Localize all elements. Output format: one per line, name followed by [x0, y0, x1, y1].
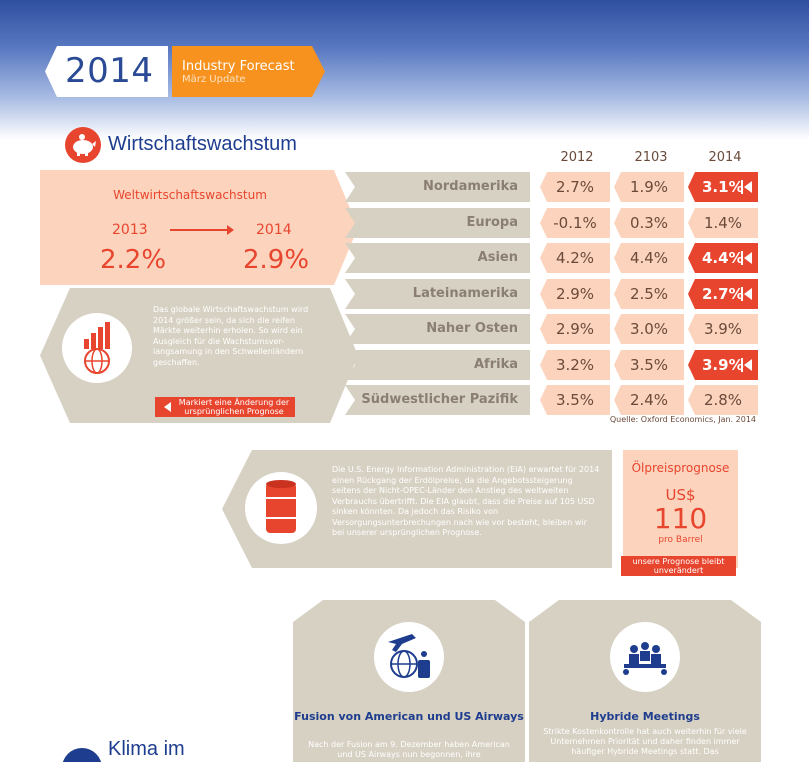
value-cell-2013: 2.4% — [614, 385, 684, 415]
region-row-band — [345, 350, 530, 380]
value-cell-2014: 3.1% — [688, 172, 758, 202]
source-note: Quelle: Oxford Economics, Jan. 2014 — [609, 415, 756, 424]
chevron-left-icon — [164, 402, 171, 412]
region-row-band — [345, 172, 530, 202]
oil-forecast-panel — [623, 450, 738, 568]
value-cell-2013: 3.5% — [614, 350, 684, 380]
region-label: Naher Osten — [426, 321, 518, 336]
value-cell-2014: 2.8% — [688, 385, 758, 415]
value-cell-2012: 3.5% — [540, 385, 610, 415]
oil-title: Ölpreisprognose — [631, 461, 730, 475]
world-growth-label: Weltwirtschaftswachstum — [113, 188, 267, 202]
year-badge: 2014 — [45, 46, 168, 97]
forecast-subtitle: März Update — [182, 74, 246, 85]
section-title-wirtschaftswachstum: Wirtschaftswachstum — [108, 133, 297, 155]
value-cell-2013: 0.3% — [614, 208, 684, 238]
region-label: Südwestlicher Pazifik — [361, 392, 518, 407]
legend-tag: Markiert eine Änderung der ursprüngliche… — [155, 397, 295, 417]
value-cell-2013: 3.0% — [614, 314, 684, 344]
world-growth-panel — [40, 170, 358, 285]
region-row-band — [345, 208, 530, 238]
oil-tag: unsere Prognose bleibt unverändert — [621, 556, 736, 576]
card-hybrid-text: Strikte Kostenkontrolle hat auch weiterh… — [543, 727, 747, 756]
world-value-to: 2.9% — [243, 245, 310, 275]
value-cell-2014: 3.9% — [688, 350, 758, 380]
world-year-to: 2014 — [256, 222, 292, 238]
value-cell-2013: 1.9% — [614, 172, 684, 202]
forecast-title: Industry Forecast — [182, 59, 295, 74]
description-text: Das globale Wirtschaftswachstum wird 201… — [153, 305, 309, 367]
region-label: Asien — [477, 250, 518, 265]
legend-tag-text: Markiert eine Änderung der ursprüngliche… — [178, 398, 290, 416]
oil-text: Die U.S. Energy Information Administrati… — [332, 465, 600, 537]
region-row-band — [345, 385, 530, 415]
region-label: Nordamerika — [423, 179, 518, 194]
oil-unit: pro Barrel — [658, 535, 703, 545]
forecast-badge: Industry Forecast März Update — [172, 46, 325, 97]
value-cell-2012: 2.7% — [540, 172, 610, 202]
region-row-band — [345, 279, 530, 309]
region-row-band — [345, 314, 530, 344]
climate-icon — [62, 748, 102, 762]
value-cell-2014: 1.4% — [688, 208, 758, 238]
value-cell-2012: -0.1% — [540, 208, 610, 238]
arrow-right-icon — [170, 225, 234, 235]
oil-value: 110 — [653, 502, 708, 535]
growth-globe-icon — [62, 313, 132, 383]
value-cell-2012: 2.9% — [540, 279, 610, 309]
world-year-from: 2013 — [112, 222, 148, 238]
card-fusion-text: Nach der Fusion am 9. Dezember haben Ame… — [308, 740, 510, 759]
oil-barrel-icon — [245, 472, 317, 544]
value-cell-2013: 2.5% — [614, 279, 684, 309]
column-header-2012: 2012 — [560, 150, 594, 165]
column-header-2014: 2014 — [708, 150, 742, 165]
piggy-bank-icon — [65, 127, 101, 163]
region-label: Europa — [466, 215, 518, 230]
card-hybrid-title: Hybride Meetings — [590, 710, 700, 723]
value-cell-2013: 4.4% — [614, 243, 684, 273]
card-fusion-title: Fusion von American und US Airways — [294, 710, 524, 723]
plane-globe-icon — [374, 622, 444, 692]
value-cell-2012: 4.2% — [540, 243, 610, 273]
year-label: 2014 — [65, 51, 154, 91]
value-cell-2012: 2.9% — [540, 314, 610, 344]
column-header-2103: 2103 — [634, 150, 668, 165]
region-label: Afrika — [473, 357, 518, 372]
value-cell-2014: 4.4% — [688, 243, 758, 273]
value-cell-2012: 3.2% — [540, 350, 610, 380]
region-label: Lateinamerika — [412, 286, 518, 301]
section-title-klima: Klima im — [108, 738, 185, 760]
value-cell-2014: 2.7% — [688, 279, 758, 309]
world-value-from: 2.2% — [100, 245, 167, 275]
meeting-people-icon — [610, 622, 680, 692]
value-cell-2014: 3.9% — [688, 314, 758, 344]
oil-currency: US$ — [665, 486, 696, 504]
region-row-band — [345, 243, 530, 273]
